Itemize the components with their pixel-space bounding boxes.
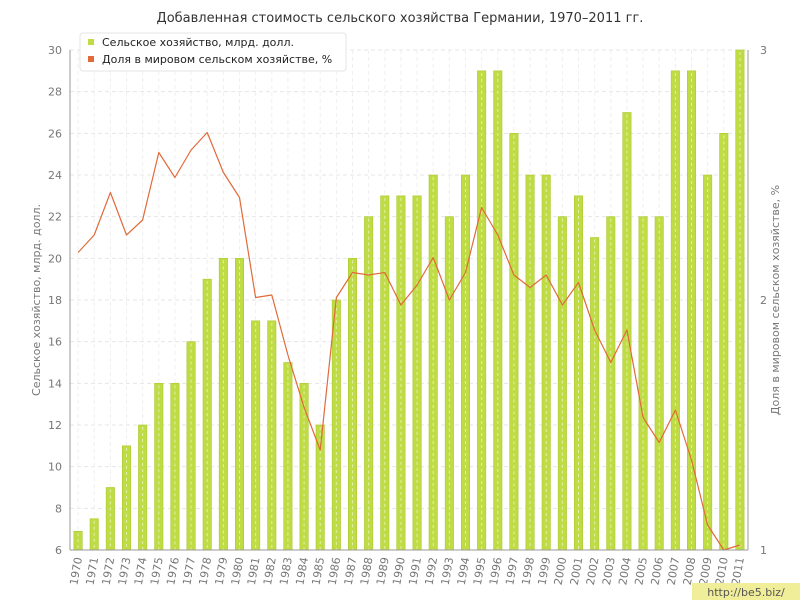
watermark-text: http://be5.biz/ <box>707 586 785 599</box>
legend-swatch-bars <box>88 39 94 45</box>
y-left-tick-label: 28 <box>48 86 62 99</box>
axes <box>69 50 749 551</box>
bar-series <box>73 49 745 551</box>
line-series <box>77 131 741 551</box>
y-left-tick-label: 26 <box>48 127 62 140</box>
y-left-tick-label: 20 <box>48 252 62 265</box>
legend-item-line: Доля в мировом сельском хозяйстве, % <box>102 53 332 66</box>
x-tick-label: 1986 <box>326 556 344 586</box>
bar <box>218 258 228 551</box>
x-tick-label: 1981 <box>245 556 263 586</box>
x-tick-label: 1989 <box>374 556 392 586</box>
x-tick-label: 1984 <box>293 556 311 586</box>
bar <box>493 70 503 551</box>
y-axis-right-ticks: 1 2 3 <box>760 44 767 557</box>
share-line <box>77 131 741 551</box>
x-tick-label: 2001 <box>568 556 586 586</box>
x-tick-label: 1997 <box>503 556 521 586</box>
x-tick-label: 2000 <box>552 556 570 586</box>
y-left-tick-label: 22 <box>48 211 62 224</box>
y-left-tick-label: 18 <box>48 294 62 307</box>
x-tick-label: 2004 <box>616 556 634 586</box>
bar <box>348 258 357 551</box>
y-left-tick-label: 14 <box>48 377 62 390</box>
x-tick-label: 2003 <box>600 556 618 586</box>
y-left-tick-label: 10 <box>48 461 62 474</box>
bar <box>670 70 680 551</box>
x-tick-label: 1975 <box>148 556 166 586</box>
y-left-tick-label: 24 <box>48 169 62 182</box>
x-tick-label: 2002 <box>584 556 602 586</box>
watermark: http://be5.biz/ <box>692 583 800 600</box>
x-tick-label: 1988 <box>358 556 376 586</box>
bar <box>235 258 244 551</box>
x-tick-label: 1994 <box>455 556 473 586</box>
chart-title: Добавленная стоимость сельского хозяйств… <box>157 11 644 26</box>
bar <box>477 70 487 551</box>
x-tick-label: 1993 <box>439 556 457 586</box>
watermark-background <box>692 583 800 600</box>
y-left-tick-label: 12 <box>48 419 62 432</box>
x-tick-label: 1980 <box>229 556 247 586</box>
x-tick-label: 1985 <box>310 556 328 586</box>
x-tick-label: 1971 <box>84 556 102 586</box>
x-tick-label: 1999 <box>536 556 554 586</box>
x-tick-label: 1991 <box>406 556 424 586</box>
legend-item-bars: Сельское хозяйство, млрд. долл. <box>102 36 294 49</box>
y-left-tick-label: 6 <box>55 544 62 557</box>
x-tick-label: 2011 <box>729 556 747 586</box>
x-tick-label: 1990 <box>390 556 408 586</box>
y-axis-right-label: Доля в мировом сельском хозяйстве, % <box>769 185 782 415</box>
bar <box>687 70 696 551</box>
x-tick-label: 2006 <box>649 556 667 586</box>
y-right-tick-label: 2 <box>760 294 767 307</box>
x-tick-label: 1973 <box>116 556 134 586</box>
y-left-tick-label: 16 <box>48 336 62 349</box>
x-tick-label: 1983 <box>277 556 295 586</box>
x-tick-label: 1992 <box>423 556 441 586</box>
x-tick-label: 1996 <box>487 556 505 586</box>
legend-swatch-line <box>88 56 94 62</box>
y-axis-left-ticks: 6 8 10 12 14 16 18 20 22 24 26 28 30 <box>48 44 62 557</box>
x-tick-label: 2005 <box>632 556 650 586</box>
x-tick-label: 1974 <box>132 556 150 586</box>
x-tick-label: 1995 <box>471 556 489 586</box>
y-right-tick-label: 1 <box>760 544 767 557</box>
y-left-tick-label: 30 <box>48 44 62 57</box>
legend-box <box>79 32 347 72</box>
x-tick-label: 1976 <box>164 556 182 586</box>
x-tick-label: 1972 <box>100 556 118 586</box>
x-tick-label: 2010 <box>713 556 731 586</box>
x-tick-label: 1978 <box>197 556 215 586</box>
y-right-tick-label: 3 <box>760 44 767 57</box>
x-tick-label: 2009 <box>697 556 715 586</box>
y-left-tick-label: 8 <box>55 502 62 515</box>
x-tick-label: 1998 <box>519 556 537 586</box>
y-axis-left-label: Сельское хозяйство, млрд. долл. <box>30 204 43 396</box>
x-tick-label: 1987 <box>342 556 360 586</box>
x-tick-label: 2008 <box>681 556 699 586</box>
legend: Сельское хозяйство, млрд. долл. Доля в м… <box>79 32 347 72</box>
x-tick-label: 1977 <box>180 556 198 586</box>
x-axis-ticks: 1970197119721973197419751976197719781979… <box>67 556 747 586</box>
x-tick-label: 1979 <box>213 556 231 586</box>
x-tick-label: 1970 <box>67 556 85 586</box>
x-tick-label: 2007 <box>665 556 683 586</box>
x-tick-label: 1982 <box>261 556 279 586</box>
